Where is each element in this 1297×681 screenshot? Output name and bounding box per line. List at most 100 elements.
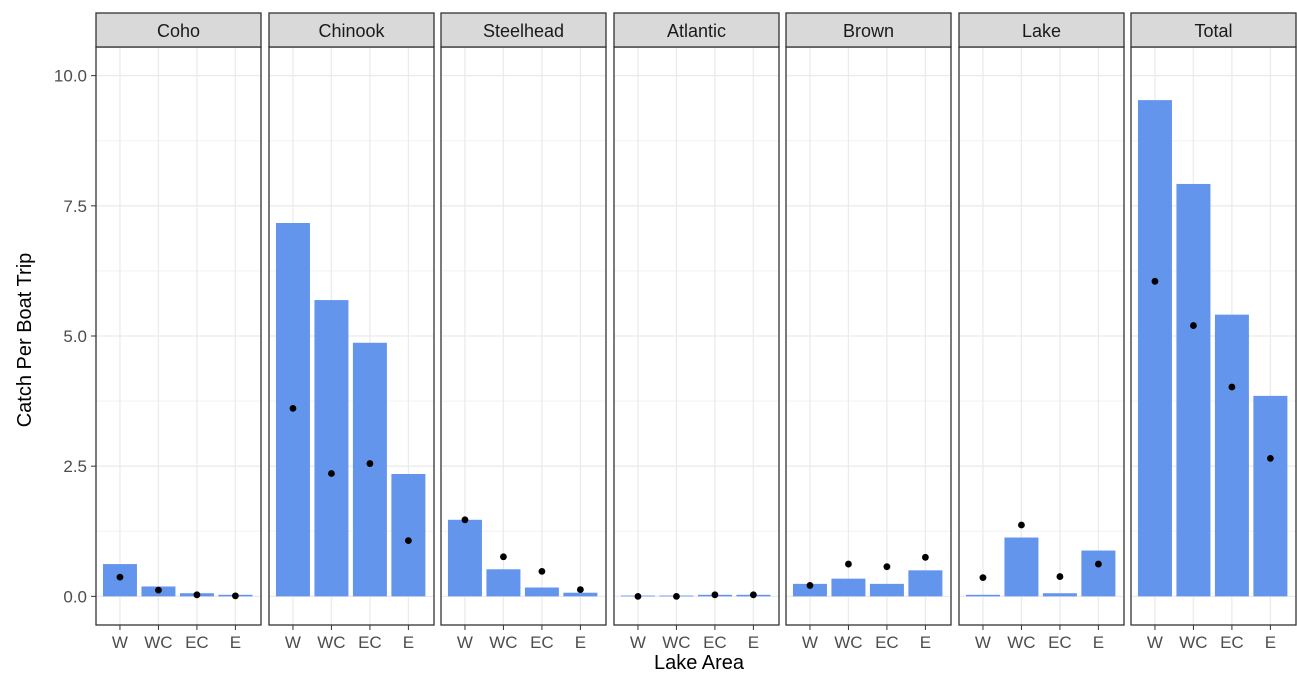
facet-strip	[785, 12, 952, 48]
facet-strip	[1130, 12, 1297, 48]
y-tick-label: 7.5	[63, 197, 87, 216]
x-tick-label: WC	[662, 633, 690, 652]
facet-strip-label: Lake	[1022, 21, 1061, 41]
x-tick-label: WC	[317, 633, 345, 652]
bar-steelhead-w	[447, 519, 482, 597]
point-brown-ec	[883, 563, 891, 571]
point-lake-e	[1094, 560, 1102, 568]
bar-total-w	[1137, 100, 1172, 597]
bar-total-wc	[1176, 183, 1211, 597]
point-coho-e	[231, 592, 239, 600]
x-tick-label: E	[230, 633, 241, 652]
bar-total-ec	[1214, 314, 1249, 597]
facet-steelhead: Steelhead W WC EC E	[440, 12, 607, 652]
y-tick-label: 0.0	[63, 587, 87, 606]
facet-lake: Lake W WC EC E	[958, 12, 1125, 652]
x-tick-label: E	[403, 633, 414, 652]
point-chinook-e	[404, 537, 412, 545]
facet-strip	[95, 12, 262, 48]
point-chinook-w	[289, 404, 297, 412]
point-total-e	[1266, 454, 1274, 462]
point-total-wc	[1190, 322, 1197, 329]
facet-strip-label: Chinook	[318, 21, 385, 41]
facet-strip-label: Steelhead	[483, 21, 564, 41]
bar-brown-w	[792, 583, 827, 597]
bar-lake-e	[1081, 550, 1116, 597]
x-tick-label: WC	[489, 633, 517, 652]
x-tick-label: W	[802, 633, 818, 652]
bar-lake-w	[965, 594, 1000, 597]
x-tick-label: EC	[875, 633, 899, 652]
point-brown-w	[806, 582, 814, 589]
bar-steelhead-e	[563, 592, 598, 597]
facet-brown: Brown W WC EC E	[785, 12, 952, 652]
facet-strip	[268, 12, 435, 48]
point-brown-wc	[845, 560, 852, 568]
point-brown-e	[921, 553, 929, 561]
x-tick-label: W	[975, 633, 991, 652]
x-tick-label: W	[285, 633, 301, 652]
facet-coho: Coho W WC EC E	[95, 12, 262, 652]
x-tick-label: E	[920, 633, 931, 652]
bar-chinook-ec	[352, 342, 387, 597]
bar-steelhead-wc	[486, 569, 521, 597]
facet-atlantic: Atlantic W WC EC E	[613, 12, 780, 652]
point-lake-w	[979, 574, 987, 582]
point-coho-ec	[193, 591, 201, 599]
facet-strip-label: Coho	[157, 21, 200, 41]
bar-brown-wc	[831, 578, 866, 597]
x-tick-label: E	[748, 633, 759, 652]
point-steelhead-w	[461, 516, 469, 524]
bar-chinook-e	[391, 473, 426, 597]
point-lake-wc	[1018, 521, 1025, 529]
x-tick-label: E	[1265, 633, 1276, 652]
bar-brown-ec	[869, 583, 904, 597]
bar-steelhead-ec	[524, 587, 559, 597]
x-tick-label: EC	[185, 633, 209, 652]
x-tick-label: W	[630, 633, 646, 652]
x-tick-label: W	[112, 633, 128, 652]
x-tick-label: EC	[703, 633, 727, 652]
x-tick-label: W	[457, 633, 473, 652]
y-tick-label: 10.0	[54, 67, 87, 86]
facet-chinook: Chinook W WC EC E	[268, 12, 435, 652]
point-chinook-wc	[328, 470, 335, 477]
facet-strip-label: Brown	[843, 21, 894, 41]
point-atlantic-w	[634, 592, 642, 600]
x-tick-label: WC	[144, 633, 172, 652]
point-total-ec	[1228, 383, 1236, 391]
facet-strip	[958, 12, 1125, 48]
facet-strip	[440, 12, 607, 48]
bar-lake-ec	[1042, 593, 1077, 597]
point-steelhead-wc	[500, 553, 507, 561]
x-tick-label: WC	[1007, 633, 1035, 652]
point-steelhead-e	[576, 586, 584, 593]
y-tick-label: 2.5	[63, 457, 87, 476]
x-axis-title: Lake Area	[654, 652, 745, 674]
bar-total-e	[1253, 395, 1288, 597]
x-tick-label: EC	[1220, 633, 1244, 652]
point-chinook-ec	[366, 460, 374, 467]
y-axis: 0.0 2.5 5.0 7.5 10.0	[54, 67, 96, 606]
bar-brown-e	[908, 570, 943, 597]
x-tick-label: EC	[530, 633, 554, 652]
point-atlantic-e	[749, 591, 757, 599]
x-tick-label: E	[1093, 633, 1104, 652]
facet-strip-label: Total	[1194, 21, 1232, 41]
x-tick-label: WC	[834, 633, 862, 652]
bar-chinook-wc	[314, 300, 349, 597]
point-coho-wc	[155, 586, 162, 594]
point-total-w	[1151, 277, 1159, 285]
facet-strip	[613, 12, 780, 48]
facet-total: Total W WC EC E	[1130, 12, 1297, 652]
x-tick-label: EC	[1048, 633, 1072, 652]
bar-lake-wc	[1004, 537, 1039, 597]
point-atlantic-ec	[711, 591, 719, 599]
x-tick-label: E	[575, 633, 586, 652]
point-lake-ec	[1056, 573, 1064, 580]
point-atlantic-wc	[673, 592, 680, 600]
x-tick-label: W	[1147, 633, 1163, 652]
x-tick-label: WC	[1179, 633, 1207, 652]
